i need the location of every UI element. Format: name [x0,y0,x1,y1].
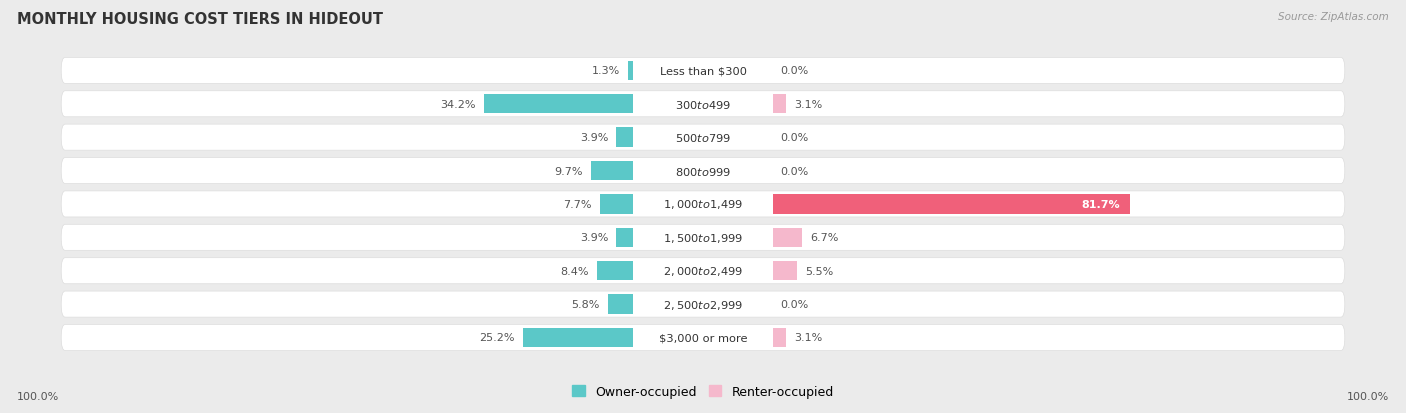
Text: $800 to $999: $800 to $999 [675,165,731,177]
Text: 0.0%: 0.0% [780,66,808,76]
Text: 100.0%: 100.0% [1347,391,1389,401]
Text: Less than $300: Less than $300 [659,66,747,76]
Text: Source: ZipAtlas.com: Source: ZipAtlas.com [1278,12,1389,22]
FancyBboxPatch shape [62,58,1344,84]
FancyBboxPatch shape [62,158,1344,184]
Text: 8.4%: 8.4% [560,266,589,276]
Text: $2,500 to $2,999: $2,500 to $2,999 [664,298,742,311]
Text: 1.3%: 1.3% [592,66,620,76]
FancyBboxPatch shape [633,160,773,182]
FancyBboxPatch shape [633,193,773,216]
FancyBboxPatch shape [62,291,1344,317]
FancyBboxPatch shape [633,227,773,249]
FancyBboxPatch shape [62,225,1344,251]
Text: 3.9%: 3.9% [579,133,609,143]
Text: 5.5%: 5.5% [804,266,832,276]
Text: 34.2%: 34.2% [440,100,475,109]
FancyBboxPatch shape [62,192,1344,217]
FancyBboxPatch shape [62,325,1344,351]
Text: 100.0%: 100.0% [17,391,59,401]
Bar [484,95,633,114]
Text: 81.7%: 81.7% [1081,199,1121,209]
Bar [599,195,633,214]
Bar [616,128,633,147]
Bar [616,228,633,247]
Bar [773,95,786,114]
Bar [627,62,633,81]
Text: 7.7%: 7.7% [564,199,592,209]
FancyBboxPatch shape [633,327,773,349]
Text: $3,000 or more: $3,000 or more [659,333,747,343]
Text: 3.1%: 3.1% [794,100,823,109]
Text: 0.0%: 0.0% [780,299,808,309]
Bar [773,195,1130,214]
Text: MONTHLY HOUSING COST TIERS IN HIDEOUT: MONTHLY HOUSING COST TIERS IN HIDEOUT [17,12,382,27]
Bar [523,328,633,347]
Text: 3.1%: 3.1% [794,333,823,343]
Text: $2,000 to $2,499: $2,000 to $2,499 [664,265,742,278]
Bar [596,261,633,281]
FancyBboxPatch shape [62,258,1344,284]
Text: 9.7%: 9.7% [554,166,583,176]
FancyBboxPatch shape [633,93,773,116]
Text: 5.8%: 5.8% [572,299,600,309]
Text: 0.0%: 0.0% [780,133,808,143]
FancyBboxPatch shape [633,60,773,82]
Text: $1,500 to $1,999: $1,500 to $1,999 [664,231,742,244]
Text: $500 to $799: $500 to $799 [675,132,731,144]
Text: 6.7%: 6.7% [810,233,838,243]
Text: 0.0%: 0.0% [780,166,808,176]
Text: 3.9%: 3.9% [579,233,609,243]
FancyBboxPatch shape [62,125,1344,151]
Bar [607,295,633,314]
Text: 25.2%: 25.2% [479,333,515,343]
FancyBboxPatch shape [633,293,773,316]
Legend: Owner-occupied, Renter-occupied: Owner-occupied, Renter-occupied [568,380,838,403]
Text: $300 to $499: $300 to $499 [675,99,731,111]
Bar [773,328,786,347]
FancyBboxPatch shape [633,127,773,149]
FancyBboxPatch shape [62,92,1344,118]
FancyBboxPatch shape [633,260,773,282]
Text: $1,000 to $1,499: $1,000 to $1,499 [664,198,742,211]
Bar [773,228,801,247]
Bar [773,261,797,281]
Bar [591,161,633,181]
